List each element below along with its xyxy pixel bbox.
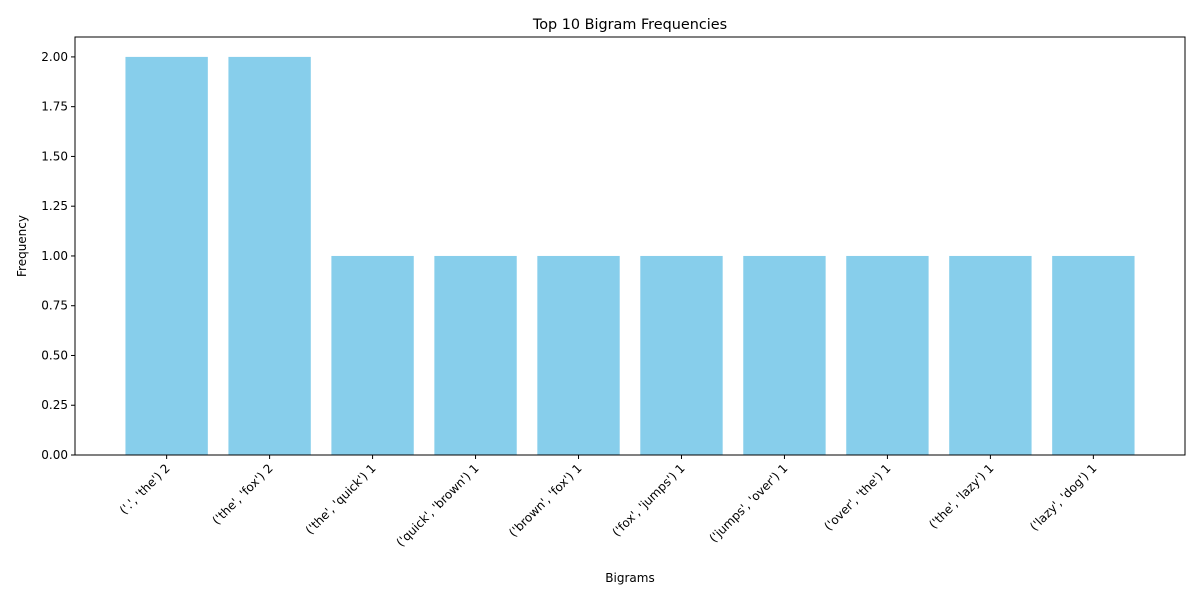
y-tick-label: 0.00 bbox=[41, 448, 68, 462]
bar bbox=[537, 255, 620, 455]
x-tick-label: ('brown', 'fox') 1 bbox=[506, 461, 584, 539]
y-tick-label: 0.25 bbox=[41, 398, 68, 412]
y-tick-label: 2.00 bbox=[41, 50, 68, 64]
bar bbox=[743, 255, 826, 455]
y-axis-ticks: 0.00 0.25 0.50 0.75 1.00 1.25 1.50 1.75 2.00 bbox=[41, 50, 75, 462]
x-tick-label: ('.', 'the') 2 bbox=[117, 461, 173, 517]
bar bbox=[434, 255, 517, 455]
bar bbox=[640, 255, 723, 455]
x-axis-ticks: ('.', 'the') 2 ('the', 'fox') 2 ('the', 'q… bbox=[117, 455, 1099, 549]
x-tick-label: ('quick', 'brown') 1 bbox=[393, 461, 481, 549]
bar bbox=[949, 255, 1032, 455]
y-tick-label: 1.25 bbox=[41, 199, 68, 213]
y-tick-label: 0.50 bbox=[41, 348, 68, 362]
x-tick-label: ('jumps', 'over') 1 bbox=[706, 461, 790, 545]
bar bbox=[331, 255, 414, 455]
bar bbox=[228, 56, 311, 456]
chart-title: Top 10 Bigram Frequencies bbox=[532, 17, 727, 33]
x-axis-label: Bigrams bbox=[605, 571, 654, 585]
bar bbox=[125, 56, 208, 456]
x-tick-label: ('fox', 'jumps') 1 bbox=[610, 461, 688, 539]
y-tick-label: 1.50 bbox=[41, 149, 68, 163]
x-tick-label: ('lazy', 'dog') 1 bbox=[1027, 461, 1099, 533]
plot-frame bbox=[74, 36, 1186, 456]
y-tick-label: 1.75 bbox=[41, 100, 68, 114]
bar bbox=[846, 255, 929, 455]
y-axis-label: Frequency bbox=[15, 215, 29, 277]
bars-layer bbox=[125, 56, 1135, 456]
x-tick-label: ('over', 'the') 1 bbox=[821, 461, 893, 533]
bar bbox=[1052, 255, 1135, 455]
x-tick-label: ('the', 'quick') 1 bbox=[303, 461, 379, 537]
y-tick-label: 1.00 bbox=[41, 249, 68, 263]
x-tick-label: ('the', 'lazy') 1 bbox=[926, 461, 996, 531]
x-tick-label: ('the', 'fox') 2 bbox=[210, 461, 276, 527]
y-tick-label: 0.75 bbox=[41, 299, 68, 313]
